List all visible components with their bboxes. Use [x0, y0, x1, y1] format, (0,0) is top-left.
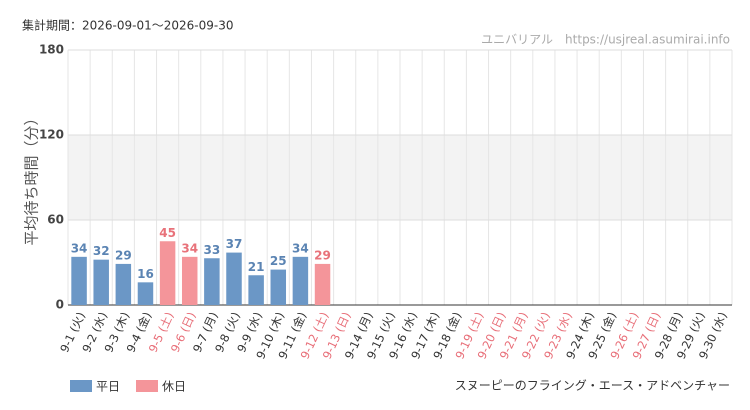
value-label: 37 [226, 237, 243, 251]
bar [115, 263, 132, 305]
value-label: 34 [292, 241, 309, 255]
caption: スヌーピーのフライング・エース・アドベンチャー [455, 379, 730, 393]
subtitle: 集計期間：2026-09-01～2026-09-30 [22, 18, 233, 33]
bar [93, 259, 109, 305]
bar [248, 275, 264, 305]
y-tick-label: 120 [39, 128, 64, 142]
y-tick-label: 180 [39, 43, 64, 57]
y-axis-label: 平均待ち時間（分） [23, 110, 41, 245]
bar [137, 282, 154, 305]
value-label: 21 [248, 260, 265, 274]
bar [204, 258, 220, 305]
value-label: 45 [159, 226, 176, 240]
value-label: 29 [115, 248, 132, 262]
bar [71, 256, 87, 305]
value-label: 25 [270, 254, 287, 268]
value-label: 34 [181, 241, 198, 255]
bar [159, 241, 176, 305]
bar [270, 269, 287, 305]
bar [314, 263, 331, 305]
value-label: 33 [204, 243, 221, 257]
bar [292, 256, 309, 305]
legend-label: 平日 [96, 380, 120, 394]
legend-label: 休日 [162, 380, 186, 394]
value-label: 16 [137, 267, 154, 281]
y-tick-label: 60 [47, 213, 64, 227]
value-label: 32 [93, 244, 110, 258]
value-label: 34 [71, 241, 88, 255]
legend-swatch [136, 380, 158, 392]
y-tick-label: 0 [56, 298, 64, 312]
source: ユニバリアル https://usjreal.asumirai.info [481, 33, 730, 47]
legend-swatch [70, 380, 92, 392]
value-label: 29 [314, 248, 331, 262]
bar [181, 256, 198, 305]
bar [226, 252, 242, 305]
